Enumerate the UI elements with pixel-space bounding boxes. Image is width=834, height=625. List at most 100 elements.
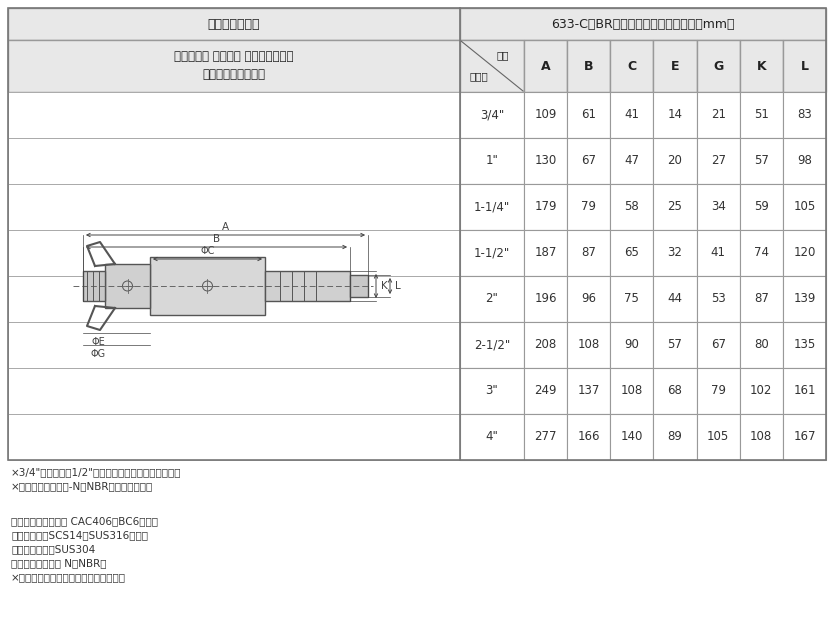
Text: G: G <box>713 59 723 72</box>
Text: 41: 41 <box>711 246 726 259</box>
Bar <box>567 230 610 276</box>
Text: 277: 277 <box>535 431 557 444</box>
Bar <box>740 92 783 138</box>
Text: 57: 57 <box>754 154 769 168</box>
Text: 74: 74 <box>754 246 769 259</box>
Text: K: K <box>756 59 766 72</box>
Bar <box>783 414 826 460</box>
Text: 65: 65 <box>625 246 640 259</box>
Bar <box>524 322 567 368</box>
Bar <box>567 92 610 138</box>
Text: 108: 108 <box>750 431 772 444</box>
Text: 44: 44 <box>667 292 682 306</box>
Bar <box>460 322 524 368</box>
Bar <box>653 230 696 276</box>
Text: 179: 179 <box>535 201 557 214</box>
Text: 87: 87 <box>581 246 596 259</box>
Text: 4": 4" <box>485 431 499 444</box>
Text: 3/4": 3/4" <box>480 109 504 121</box>
Bar <box>653 276 696 322</box>
Text: E: E <box>671 59 679 72</box>
Text: 633-C　BR　サイズ別寸法表（単位：mm）: 633-C BR サイズ別寸法表（単位：mm） <box>551 18 735 31</box>
Text: ×ガスケットはブナ-N（NBR）を標準表備。: ×ガスケットはブナ-N（NBR）を標準表備。 <box>11 481 153 491</box>
Text: 105: 105 <box>793 201 816 214</box>
Text: 196: 196 <box>535 292 557 306</box>
Text: 2-1/2": 2-1/2" <box>474 339 510 351</box>
Text: 130: 130 <box>535 154 557 168</box>
Text: 90: 90 <box>625 339 640 351</box>
Bar <box>83 271 105 301</box>
Bar <box>524 184 567 230</box>
Text: B: B <box>584 59 594 72</box>
Bar <box>460 40 524 92</box>
Text: C: C <box>627 59 636 72</box>
Text: 96: 96 <box>581 292 596 306</box>
Text: 140: 140 <box>620 431 643 444</box>
Text: 2": 2" <box>485 292 499 306</box>
Text: 67: 67 <box>581 154 596 168</box>
Text: 継手本体：ブロンズ CAC406（BC6）青銅: 継手本体：ブロンズ CAC406（BC6）青銅 <box>11 516 158 526</box>
Bar <box>567 184 610 230</box>
Bar <box>783 40 826 92</box>
Bar <box>783 322 826 368</box>
Bar <box>8 40 460 92</box>
Bar <box>567 138 610 184</box>
Bar <box>783 368 826 414</box>
Text: カムアーム継手: カムアーム継手 <box>208 18 260 31</box>
Bar <box>567 322 610 368</box>
Text: 109: 109 <box>535 109 557 121</box>
Text: 25: 25 <box>667 201 682 214</box>
Bar <box>610 322 653 368</box>
Text: 1-1/4": 1-1/4" <box>474 201 510 214</box>
Bar <box>653 138 696 184</box>
Text: 53: 53 <box>711 292 726 306</box>
Bar <box>740 368 783 414</box>
Bar <box>567 276 610 322</box>
Bar <box>524 138 567 184</box>
Bar <box>610 368 653 414</box>
Bar <box>740 184 783 230</box>
Text: L: L <box>395 281 401 291</box>
Text: 67: 67 <box>711 339 726 351</box>
Text: ピン・リング：SUS304: ピン・リング：SUS304 <box>11 544 95 554</box>
Bar <box>265 271 350 301</box>
Bar <box>696 276 740 322</box>
Text: 79: 79 <box>581 201 596 214</box>
Bar <box>8 8 460 40</box>
Bar <box>696 184 740 230</box>
Text: 83: 83 <box>797 109 811 121</box>
Text: A: A <box>540 59 550 72</box>
Text: 249: 249 <box>535 384 557 398</box>
Text: 139: 139 <box>793 292 816 306</box>
Bar <box>8 230 460 276</box>
Text: 61: 61 <box>581 109 596 121</box>
Bar <box>8 322 460 368</box>
Text: 108: 108 <box>578 339 600 351</box>
Bar <box>653 184 696 230</box>
Text: 108: 108 <box>620 384 643 398</box>
Text: 位置: 位置 <box>496 51 509 61</box>
Bar <box>460 414 524 460</box>
Text: K: K <box>380 281 387 291</box>
Bar <box>105 264 150 308</box>
Bar <box>783 276 826 322</box>
Bar <box>460 8 826 40</box>
Bar <box>8 8 826 460</box>
Bar <box>610 138 653 184</box>
Text: 75: 75 <box>625 292 640 306</box>
Bar <box>740 322 783 368</box>
Bar <box>696 138 740 184</box>
Text: ×ガスケットは流体により選定できます: ×ガスケットは流体により選定できます <box>11 572 126 582</box>
Text: 161: 161 <box>793 384 816 398</box>
Text: 20: 20 <box>667 154 682 168</box>
Text: ガスケット：ブナ N（NBR）: ガスケット：ブナ N（NBR） <box>11 558 107 568</box>
Text: 32: 32 <box>667 246 682 259</box>
Bar <box>8 414 460 460</box>
Text: 41: 41 <box>625 109 640 121</box>
Bar <box>653 414 696 460</box>
Bar <box>610 40 653 92</box>
Text: 166: 166 <box>577 431 600 444</box>
Text: 135: 135 <box>793 339 816 351</box>
Text: A: A <box>222 222 229 232</box>
Text: 3": 3" <box>485 384 499 398</box>
